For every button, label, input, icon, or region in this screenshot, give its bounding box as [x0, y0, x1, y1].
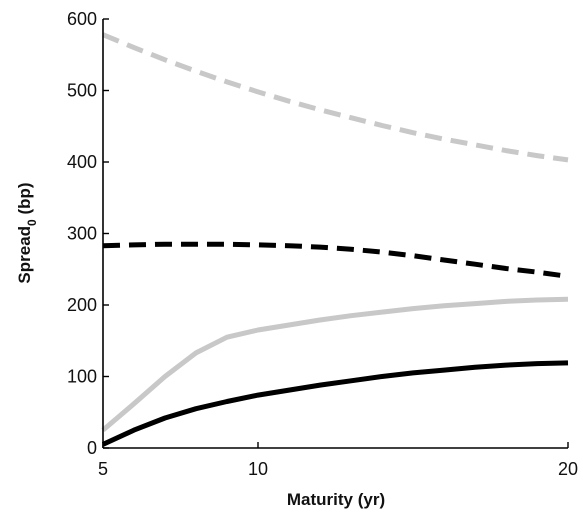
y-tick-label: 600: [67, 9, 97, 29]
series-layer: [101, 32, 569, 447]
series-line-1: [102, 32, 569, 163]
series-line-3: [101, 296, 569, 433]
y-tick-label: 400: [67, 152, 97, 172]
x-tick-label: 10: [248, 459, 268, 479]
series-line-2: [102, 241, 569, 279]
y-axis-label: Spread0 (bp): [15, 182, 39, 283]
x-tick-label: 5: [98, 459, 108, 479]
y-axis-label-unit: (bp): [15, 182, 34, 219]
y-ticks: 0 100 200 300 400 500 600: [67, 9, 109, 458]
y-axis-label-main: Spread: [15, 226, 34, 284]
x-tick-label: 20: [558, 459, 578, 479]
y-tick-label: 0: [87, 438, 97, 458]
y-tick-label: 200: [67, 295, 97, 315]
x-ticks: 5 10 20: [98, 442, 578, 479]
series-line-4: [101, 360, 569, 447]
y-axis-label-subscript: 0: [25, 219, 39, 226]
y-tick-label: 300: [67, 224, 97, 244]
y-tick-label: 100: [67, 367, 97, 387]
x-axis-label: Maturity (yr): [287, 490, 385, 509]
y-tick-label: 500: [67, 81, 97, 101]
